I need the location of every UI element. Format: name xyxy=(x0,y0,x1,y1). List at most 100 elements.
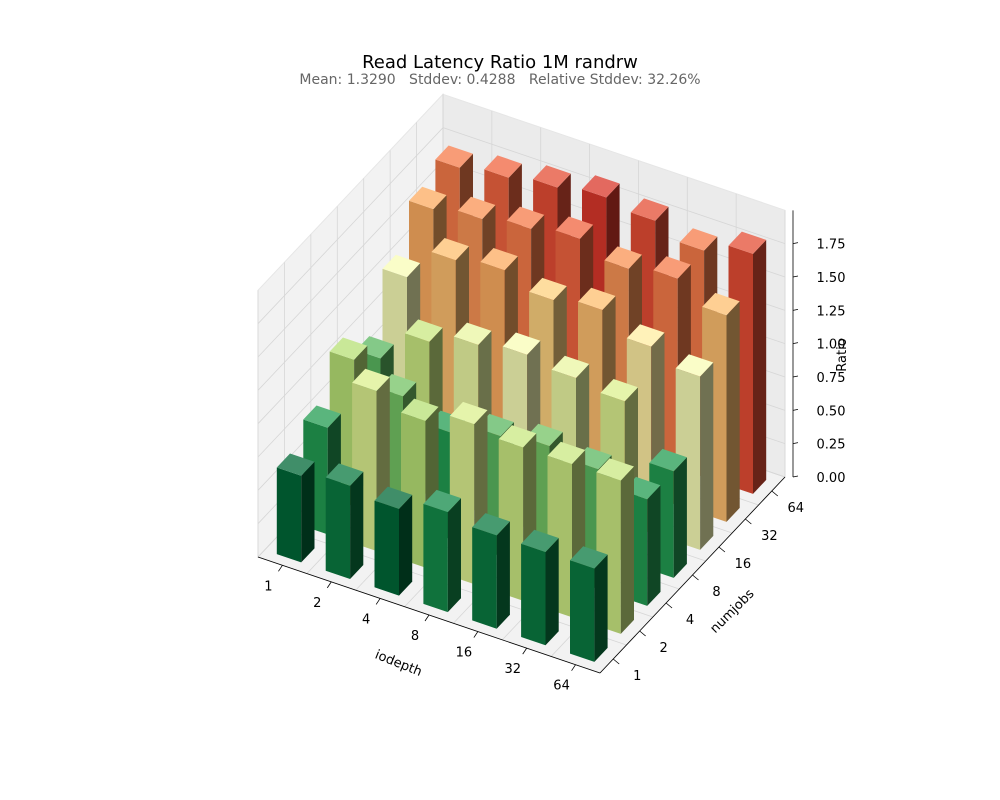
x-tick-label: 32 xyxy=(504,662,521,677)
bar-top-face xyxy=(382,254,421,278)
bars-group xyxy=(276,145,767,662)
bar-top-face xyxy=(480,248,518,271)
bar-iodepth-1-numjobs-1 xyxy=(276,453,315,563)
bar-top-face xyxy=(498,425,537,448)
bar-top-face xyxy=(276,453,315,476)
bar-top-face xyxy=(533,165,571,188)
bar-front-face xyxy=(570,560,595,662)
z-tick-mark xyxy=(792,308,799,311)
x-tick-mark xyxy=(278,565,283,572)
bar-top-face xyxy=(521,529,559,552)
bar-top-face xyxy=(405,319,443,342)
z-tick-mark xyxy=(792,475,799,478)
bar-top-face xyxy=(702,292,740,316)
bar-top-face xyxy=(374,486,413,509)
z-tick-label: 1.50 xyxy=(817,271,846,286)
x-tick-label: 4 xyxy=(362,612,370,627)
bar-top-face xyxy=(484,155,522,178)
bar-iodepth-64-numjobs-1 xyxy=(570,546,608,662)
chart-subtitle: Mean: 1.3290 Stddev: 0.4288 Relative Std… xyxy=(299,72,700,88)
z-tick-mark xyxy=(792,408,799,411)
bar-front-face xyxy=(423,503,448,613)
bar-top-face xyxy=(449,401,488,425)
bar-side-face xyxy=(726,301,740,522)
x-tick-label: 16 xyxy=(456,646,473,661)
z-tick-mark xyxy=(792,275,799,278)
bar-top-face xyxy=(582,175,620,198)
bar-top-face xyxy=(728,231,767,254)
x-tick-mark xyxy=(424,614,430,622)
x-tick-mark xyxy=(522,647,528,655)
bar-top-face xyxy=(551,355,590,378)
x-tick-mark xyxy=(326,581,332,589)
y-tick-mark xyxy=(612,658,620,665)
z-axis-label: Ratio xyxy=(835,338,850,371)
x-tick-mark xyxy=(375,598,381,605)
bar-top-face xyxy=(409,186,447,210)
bar-top-face xyxy=(401,398,439,421)
bar-iodepth-16-numjobs-1 xyxy=(472,513,510,629)
bar-side-face xyxy=(594,554,608,662)
x-tick-label: 2 xyxy=(313,596,321,611)
y-tick-mark xyxy=(718,546,726,553)
z-tick-label: 1.00 xyxy=(817,338,846,353)
bar-side-face xyxy=(447,498,461,613)
bar-side-face xyxy=(700,362,714,550)
bar-top-face xyxy=(423,489,461,513)
bar-top-face xyxy=(547,441,586,464)
bar-top-face xyxy=(570,546,608,569)
bar-side-face xyxy=(301,461,315,563)
bar-top-face xyxy=(472,513,510,536)
z-tick-label: 1.75 xyxy=(817,238,846,253)
y-tick-mark xyxy=(771,490,779,497)
bar-top-face xyxy=(675,354,714,377)
z-tick-label: 0.00 xyxy=(817,471,846,486)
bar-side-face xyxy=(753,239,767,494)
bar-side-face xyxy=(350,471,364,579)
y-tick-label: 8 xyxy=(712,585,720,600)
axes-group: 1 2 4 8 16 32 64 1 2 4 8 16 32 64 0.00 0.25 0.50 0.75 1.00… xyxy=(257,210,846,694)
bar-top-face xyxy=(630,198,669,221)
bar-iodepth-2-numjobs-1 xyxy=(325,463,364,579)
z-tick-mark xyxy=(792,242,799,245)
z-tick-label: 0.25 xyxy=(817,438,846,453)
y-tick-label: 32 xyxy=(761,529,778,544)
bar-top-face xyxy=(329,337,368,360)
y-tick-label: 16 xyxy=(735,557,752,572)
bar-top-face xyxy=(453,322,492,345)
chart-title: Read Latency Ratio 1M randrw xyxy=(362,52,638,73)
bar-front-face xyxy=(472,527,497,629)
bar-top-face xyxy=(502,332,541,355)
bar-side-face xyxy=(545,538,559,646)
left-gridline-z xyxy=(257,127,444,324)
bar-top-face xyxy=(529,277,567,301)
bar-top-face xyxy=(352,368,390,391)
bar-side-face xyxy=(647,485,661,606)
bar-iodepth-32-numjobs-1 xyxy=(521,529,559,646)
y-tick-label: 4 xyxy=(686,613,694,628)
z-tick-label: 1.25 xyxy=(817,304,846,319)
y-tick-mark xyxy=(692,574,699,581)
bar-top-face xyxy=(626,324,665,347)
bar-iodepth-8-numjobs-1 xyxy=(423,489,461,613)
x-tick-mark xyxy=(571,664,576,671)
bar-top-face xyxy=(431,238,469,261)
z-tick-label: 0.75 xyxy=(817,371,846,386)
bar-top-face xyxy=(303,405,341,428)
bar-top-face xyxy=(604,246,642,269)
bar-top-face xyxy=(325,463,364,486)
bar-side-face xyxy=(673,457,687,578)
bar-top-face xyxy=(457,196,496,219)
x-tick-mark xyxy=(473,631,479,638)
x-tick-label: 1 xyxy=(264,579,272,594)
bar-side-face xyxy=(496,521,510,629)
bar-front-face xyxy=(325,477,351,579)
y-tick-mark xyxy=(639,630,646,637)
y-tick-label: 64 xyxy=(788,501,805,516)
bar-front-face xyxy=(276,467,302,563)
bar-top-face xyxy=(435,145,473,168)
x-tick-label: 8 xyxy=(411,629,419,644)
x-axis-label: iodepth xyxy=(373,648,424,680)
z-tick-mark xyxy=(792,342,799,345)
